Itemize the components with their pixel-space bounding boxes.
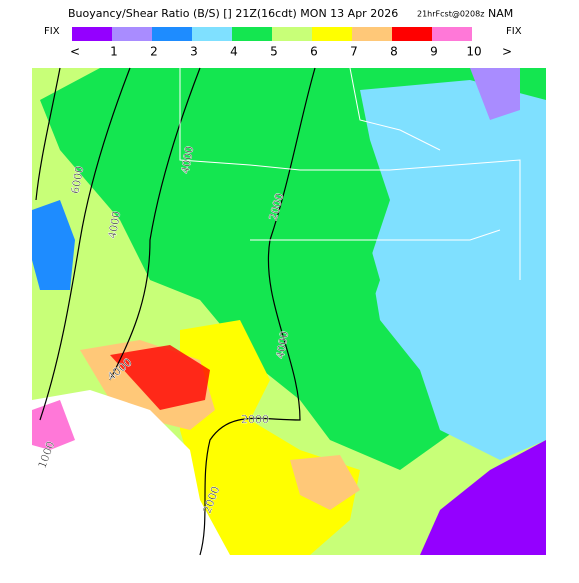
legend-label: 2 [150,45,158,59]
legend-label: 4 [230,45,238,59]
above-marker: > [502,45,512,59]
contour-label: 6000 [69,165,87,195]
region-red [110,345,210,410]
below-marker: < [70,45,80,59]
contour-label: 4000 [179,145,197,175]
legend-swatch [112,27,152,41]
legend-label: 9 [430,45,438,59]
region-lavender [470,68,520,120]
legend: FIX FIX < > 1 2 3 4 5 6 7 8 9 10 [44,26,522,59]
legend-label: 5 [270,45,278,59]
fix-right: FIX [506,26,522,37]
legend-label: 8 [390,45,398,59]
region-orange [290,455,360,510]
model: NAM [488,7,513,20]
contour-label: 4000 [274,330,292,360]
borders [179,67,521,280]
contours [35,67,316,556]
legend-label: 10 [466,45,481,59]
run-info: 21hrFcst@0208z [417,10,484,19]
contour-label: 2000 [241,413,269,426]
legend-swatch [272,27,312,41]
legend-label: 6 [310,45,318,59]
header: Buoyancy/Shear Ratio (B/S) [] 21Z(16cdt)… [68,7,513,20]
legend-swatch [72,27,112,41]
fix-left: FIX [44,26,60,37]
region-white [32,390,230,555]
legend-label: 1 [110,45,118,59]
region-blue [32,200,75,290]
legend-swatch [352,27,392,41]
legend-label: 3 [190,45,198,59]
legend-swatch [152,27,192,41]
region-purple [420,440,546,555]
legend-swatch [432,27,472,41]
title: Buoyancy/Shear Ratio (B/S) [] 21Z(16cdt)… [68,7,398,20]
legend-swatch [312,27,352,41]
legend-swatch [232,27,272,41]
legend-label: 7 [350,45,358,59]
region-cyan [360,80,546,460]
region-green-2 [300,200,380,340]
map [32,67,546,556]
legend-swatch [192,27,232,41]
legend-swatch [392,27,432,41]
contour-label: 4000 [106,210,124,240]
